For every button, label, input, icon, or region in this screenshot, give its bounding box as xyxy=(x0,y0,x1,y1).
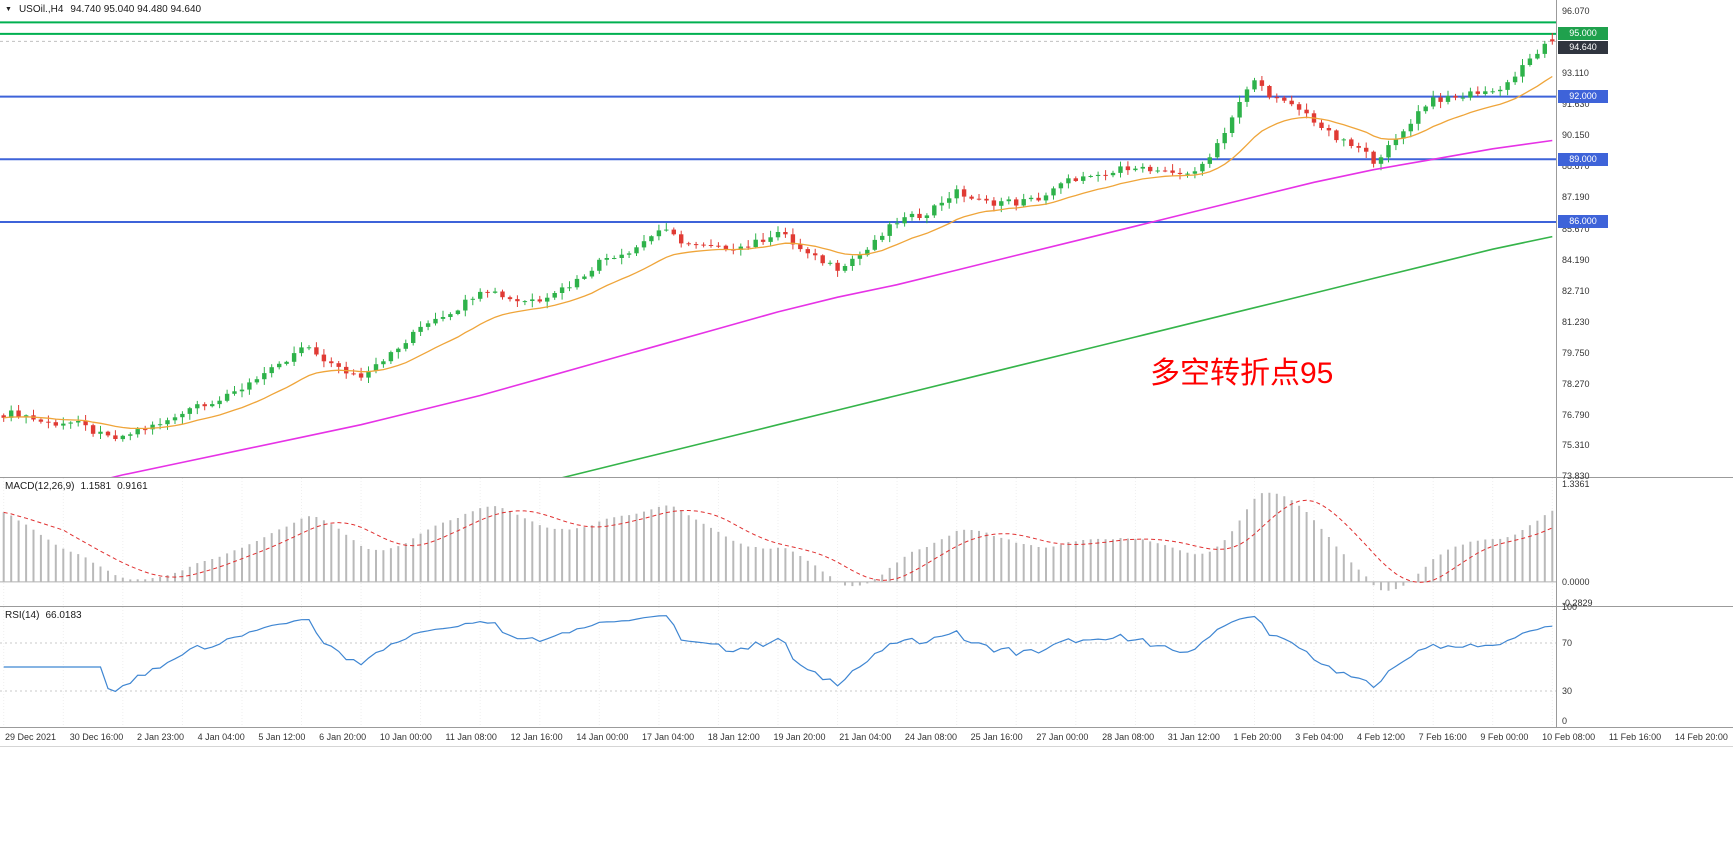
price-chart-plot[interactable] xyxy=(0,0,1556,477)
rsi-plot[interactable] xyxy=(0,607,1556,727)
panel-separator[interactable] xyxy=(0,727,1733,728)
axis-tick-label: 73.830 xyxy=(1562,471,1590,482)
macd-label: MACD(12,26,9) 1.1581 0.9161 xyxy=(5,481,148,492)
x-axis-label: 27 Jan 00:00 xyxy=(1036,732,1089,742)
rsi-gridlines xyxy=(3,607,1553,727)
axis-tick-label: 1.3361 xyxy=(1562,479,1590,490)
axis-tick-label: 84.190 xyxy=(1562,254,1590,265)
axis-tick-label: 30 xyxy=(1562,686,1573,696)
macd-plot[interactable] xyxy=(0,478,1556,606)
collapse-toggle-icon[interactable]: ▼ xyxy=(5,5,12,13)
rsi-line xyxy=(3,615,1553,693)
axis-tick-label: 75.310 xyxy=(1562,440,1590,451)
x-axis-label: 9 Feb 00:00 xyxy=(1480,732,1529,742)
x-axis-label: 10 Feb 08:00 xyxy=(1542,732,1596,742)
axis-tick-label: 78.270 xyxy=(1562,378,1590,389)
ma-mid-line xyxy=(110,139,1553,477)
x-axis-label: 31 Jan 12:00 xyxy=(1167,732,1220,742)
x-axis-label: 2 Jan 23:00 xyxy=(136,732,184,742)
macd-histogram xyxy=(2,492,1554,591)
ma-slow-line xyxy=(561,235,1553,477)
axis-tick-label: 81.230 xyxy=(1562,316,1590,327)
x-axis-label: 24 Jan 08:00 xyxy=(904,732,957,742)
price-level-badge: 86.000 xyxy=(1558,215,1608,229)
x-axis-label: 21 Jan 04:00 xyxy=(839,732,892,742)
x-axis-label: 4 Feb 12:00 xyxy=(1356,732,1405,742)
rsi-panel[interactable]: RSI(14) 66.0183 xyxy=(0,607,1556,727)
price-level-badge: 92.000 xyxy=(1558,90,1608,104)
axis-tick-label: 70 xyxy=(1562,638,1573,648)
chart-annotation-text: 多空转折点95 xyxy=(1150,357,1334,390)
x-axis-label: 12 Jan 16:00 xyxy=(510,732,563,742)
price-level-badge: 95.000 xyxy=(1558,27,1608,41)
macd-signal-line xyxy=(3,499,1553,583)
x-axis-label: 14 Feb 20:00 xyxy=(1674,732,1728,742)
panel-separator[interactable] xyxy=(0,606,1733,607)
panel-separator[interactable] xyxy=(0,477,1733,478)
macd-gridlines xyxy=(3,478,1553,606)
x-axis-label: 11 Jan 08:00 xyxy=(445,732,497,742)
x-axis-label: 18 Jan 12:00 xyxy=(707,732,760,742)
x-axis-label: 17 Jan 04:00 xyxy=(642,732,695,742)
axis-tick-label: 82.710 xyxy=(1562,285,1590,296)
axis-tick-label: -0.2829 xyxy=(1562,597,1593,608)
axis-tick-label: 85.670 xyxy=(1562,223,1590,234)
x-axis-label: 25 Jan 16:00 xyxy=(970,732,1023,742)
rsi-value: 66.0183 xyxy=(45,610,82,621)
axis-tick-label: 76.790 xyxy=(1562,409,1590,420)
main-chart-panel[interactable]: ▼ USOil.,H4 94.740 95.040 94.480 94.640 … xyxy=(0,0,1556,477)
bid-price-badge: 94.640 xyxy=(1558,40,1608,54)
ohlc-readout: 94.740 95.040 94.480 94.640 xyxy=(70,4,202,15)
axis-tick-label: 100 xyxy=(1562,602,1578,612)
x-axis-label: 3 Feb 04:00 xyxy=(1295,732,1344,742)
macd-panel[interactable]: MACD(12,26,9) 1.1581 0.9161 xyxy=(0,478,1556,606)
horizontal-level-lines[interactable] xyxy=(0,21,1556,223)
x-axis-label: 6 Jan 20:00 xyxy=(319,732,367,742)
x-axis-label: 14 Jan 00:00 xyxy=(576,732,629,742)
axis-strip-border xyxy=(0,746,1733,747)
x-axis-label: 28 Jan 08:00 xyxy=(1102,732,1155,742)
axis-tick-label: 91.630 xyxy=(1562,99,1590,110)
ma-fast-line xyxy=(3,75,1553,430)
x-axis-label: 11 Feb 16:00 xyxy=(1608,732,1662,742)
macd-name: MACD(12,26,9) xyxy=(5,481,75,492)
rsi-label: RSI(14) 66.0183 xyxy=(5,610,82,621)
axis-tick-label: 79.750 xyxy=(1562,347,1590,358)
axis-tick-label: 0.0000 xyxy=(1562,576,1590,587)
price-level-badge: 89.000 xyxy=(1558,152,1608,166)
axis-tick-label: 88.670 xyxy=(1562,161,1590,172)
rsi-name: RSI(14) xyxy=(5,610,40,621)
axis-tick-label: 96.070 xyxy=(1562,6,1590,17)
price-axis-border xyxy=(1556,0,1557,727)
macd-signal-value: 0.9161 xyxy=(117,481,148,492)
x-axis-label: 29 Dec 2021 xyxy=(5,732,57,742)
chart-header: ▼ USOil.,H4 94.740 95.040 94.480 94.640 xyxy=(5,4,201,15)
x-axis-label: 19 Jan 20:00 xyxy=(773,732,826,742)
x-axis-label: 5 Jan 12:00 xyxy=(258,732,306,742)
symbol-timeframe-label: USOil.,H4 xyxy=(18,4,64,15)
x-axis-label: 30 Dec 16:00 xyxy=(69,732,124,742)
axis-tick-label: 0 xyxy=(1562,716,1568,726)
price-axis[interactable]: 96.070 93.110 91.630 90.150 88.670 87.190 85.6… xyxy=(1557,0,1733,727)
macd-main-value: 1.1581 xyxy=(80,481,112,492)
axis-tick-label: 90.150 xyxy=(1562,130,1590,141)
x-axis-label: 4 Jan 04:00 xyxy=(197,732,245,742)
x-axis-label: 7 Feb 16:00 xyxy=(1418,732,1467,742)
axis-tick-label: 87.190 xyxy=(1562,192,1590,203)
axis-tick-label: 93.110 xyxy=(1562,68,1589,79)
x-axis-label: 1 Feb 20:00 xyxy=(1233,732,1282,742)
x-axis-label: 10 Jan 00:00 xyxy=(379,732,432,742)
time-axis[interactable]: 29 Dec 2021 30 Dec 16:00 2 Jan 23:00 4 Jan … xyxy=(0,729,1733,745)
